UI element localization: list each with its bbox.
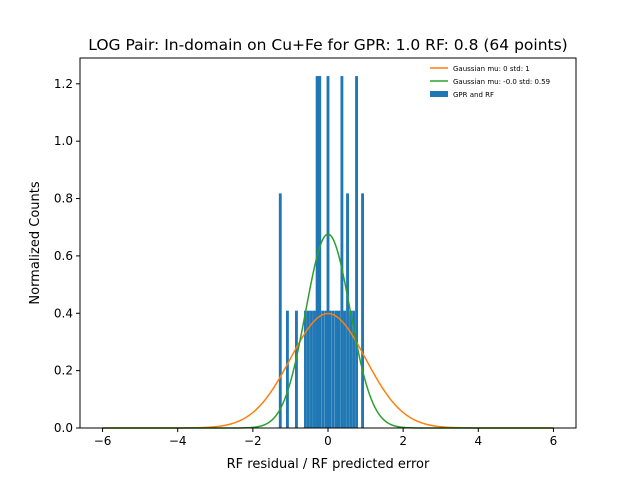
histogram-bar	[310, 310, 313, 428]
histogram-bar	[326, 76, 330, 428]
legend-label-gaussian-std059: Gaussian mu: -0.0 std: 0.59	[453, 78, 550, 86]
histogram-bar	[352, 310, 355, 428]
histogram-bar	[331, 310, 335, 428]
histogram-bar	[295, 310, 298, 428]
histogram-bar	[324, 310, 328, 428]
x-axis-ticks: −6 −4 −2 0 2 4 6	[94, 428, 558, 448]
legend-label-bars: GPR and RF	[453, 91, 494, 99]
histogram-bar	[361, 193, 364, 428]
histogram-bar	[337, 310, 341, 428]
x-tick-label: −6	[94, 434, 112, 448]
x-tick-label: 4	[474, 434, 482, 448]
y-tick-label: 0.4	[54, 306, 73, 320]
histogram-bar	[285, 310, 289, 428]
x-tick-label: −4	[169, 434, 187, 448]
histogram-bars	[278, 76, 364, 428]
chart-title: LOG Pair: In-domain on Cu+Fe for GPR: 1.…	[88, 36, 567, 54]
y-tick-label: 1.0	[54, 134, 73, 148]
histogram-bar	[355, 76, 358, 428]
histogram-bar	[315, 76, 319, 428]
legend: Gaussian mu: 0 std: 1 Gaussian mu: -0.0 …	[430, 65, 550, 99]
y-tick-label: 0.0	[54, 421, 73, 435]
y-axis-label: Normalized Counts	[28, 181, 43, 304]
histogram-bar	[343, 310, 346, 428]
histogram-bar	[313, 310, 316, 428]
y-tick-label: 0.8	[54, 192, 73, 206]
y-tick-label: 0.2	[54, 364, 73, 378]
histogram-bar	[304, 310, 307, 428]
legend-label-gaussian-std1: Gaussian mu: 0 std: 1	[453, 65, 530, 73]
y-axis-ticks: 0.0 0.2 0.4 0.6 0.8 1.0 1.2	[54, 77, 80, 435]
histogram-bar	[349, 310, 352, 428]
histogram-bar	[340, 76, 344, 428]
histogram-bar	[346, 193, 349, 428]
x-axis-label: RF residual / RF predicted error	[227, 457, 430, 472]
x-tick-label: −2	[244, 434, 262, 448]
histogram-bar	[321, 310, 325, 428]
x-tick-label: 2	[399, 434, 407, 448]
histogram-bar	[278, 193, 282, 428]
legend-swatch-bars	[430, 91, 448, 97]
histogram-bar	[334, 310, 338, 428]
histogram-bar	[328, 310, 332, 428]
y-tick-label: 1.2	[54, 77, 73, 91]
histogram-bar	[318, 76, 322, 428]
x-tick-label: 0	[324, 434, 332, 448]
histogram-bar	[307, 310, 310, 428]
y-tick-label: 0.6	[54, 249, 73, 263]
x-tick-label: 6	[550, 434, 558, 448]
